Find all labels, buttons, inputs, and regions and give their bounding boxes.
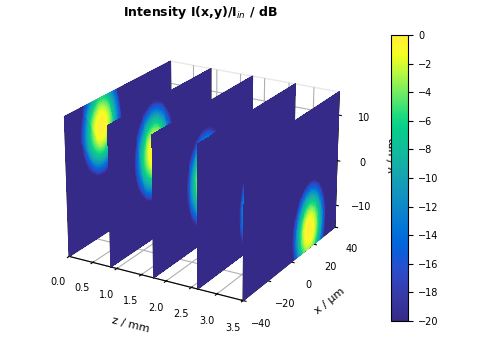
X-axis label: z / mm: z / mm	[110, 315, 150, 335]
Title: Intensity I(x,y)/I$_{in}$ / dB: Intensity I(x,y)/I$_{in}$ / dB	[123, 4, 277, 21]
Y-axis label: x / μm: x / μm	[312, 286, 346, 316]
